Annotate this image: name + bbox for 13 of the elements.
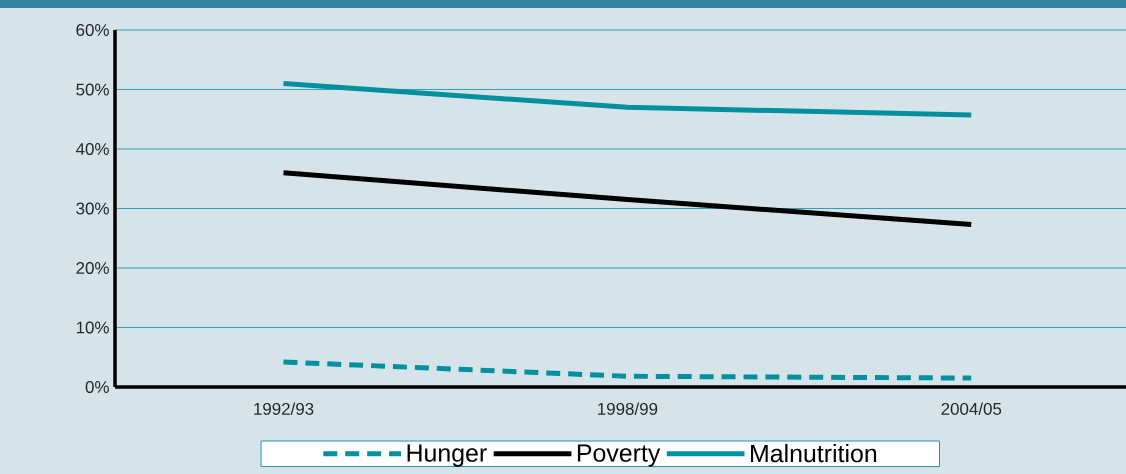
y-tick-label: 0%: [85, 380, 109, 393]
legend-label: Hunger: [407, 444, 487, 467]
y-tick-label: 60%: [76, 23, 109, 36]
y-tick-label: 50%: [76, 83, 109, 96]
x-tick-label: 1992/93: [254, 402, 314, 415]
y-tick-label: 10%: [76, 321, 109, 334]
y-tick-label: 40%: [75, 142, 109, 155]
legend-label: Poverty: [577, 444, 661, 467]
x-tick-label: 2004/05: [941, 402, 1002, 415]
legend-label: Malnutrition: [751, 444, 877, 463]
y-tick-label: 20%: [76, 261, 109, 274]
x-tick-label: 1998/99: [598, 402, 658, 415]
y-tick-label: 30%: [76, 202, 109, 215]
